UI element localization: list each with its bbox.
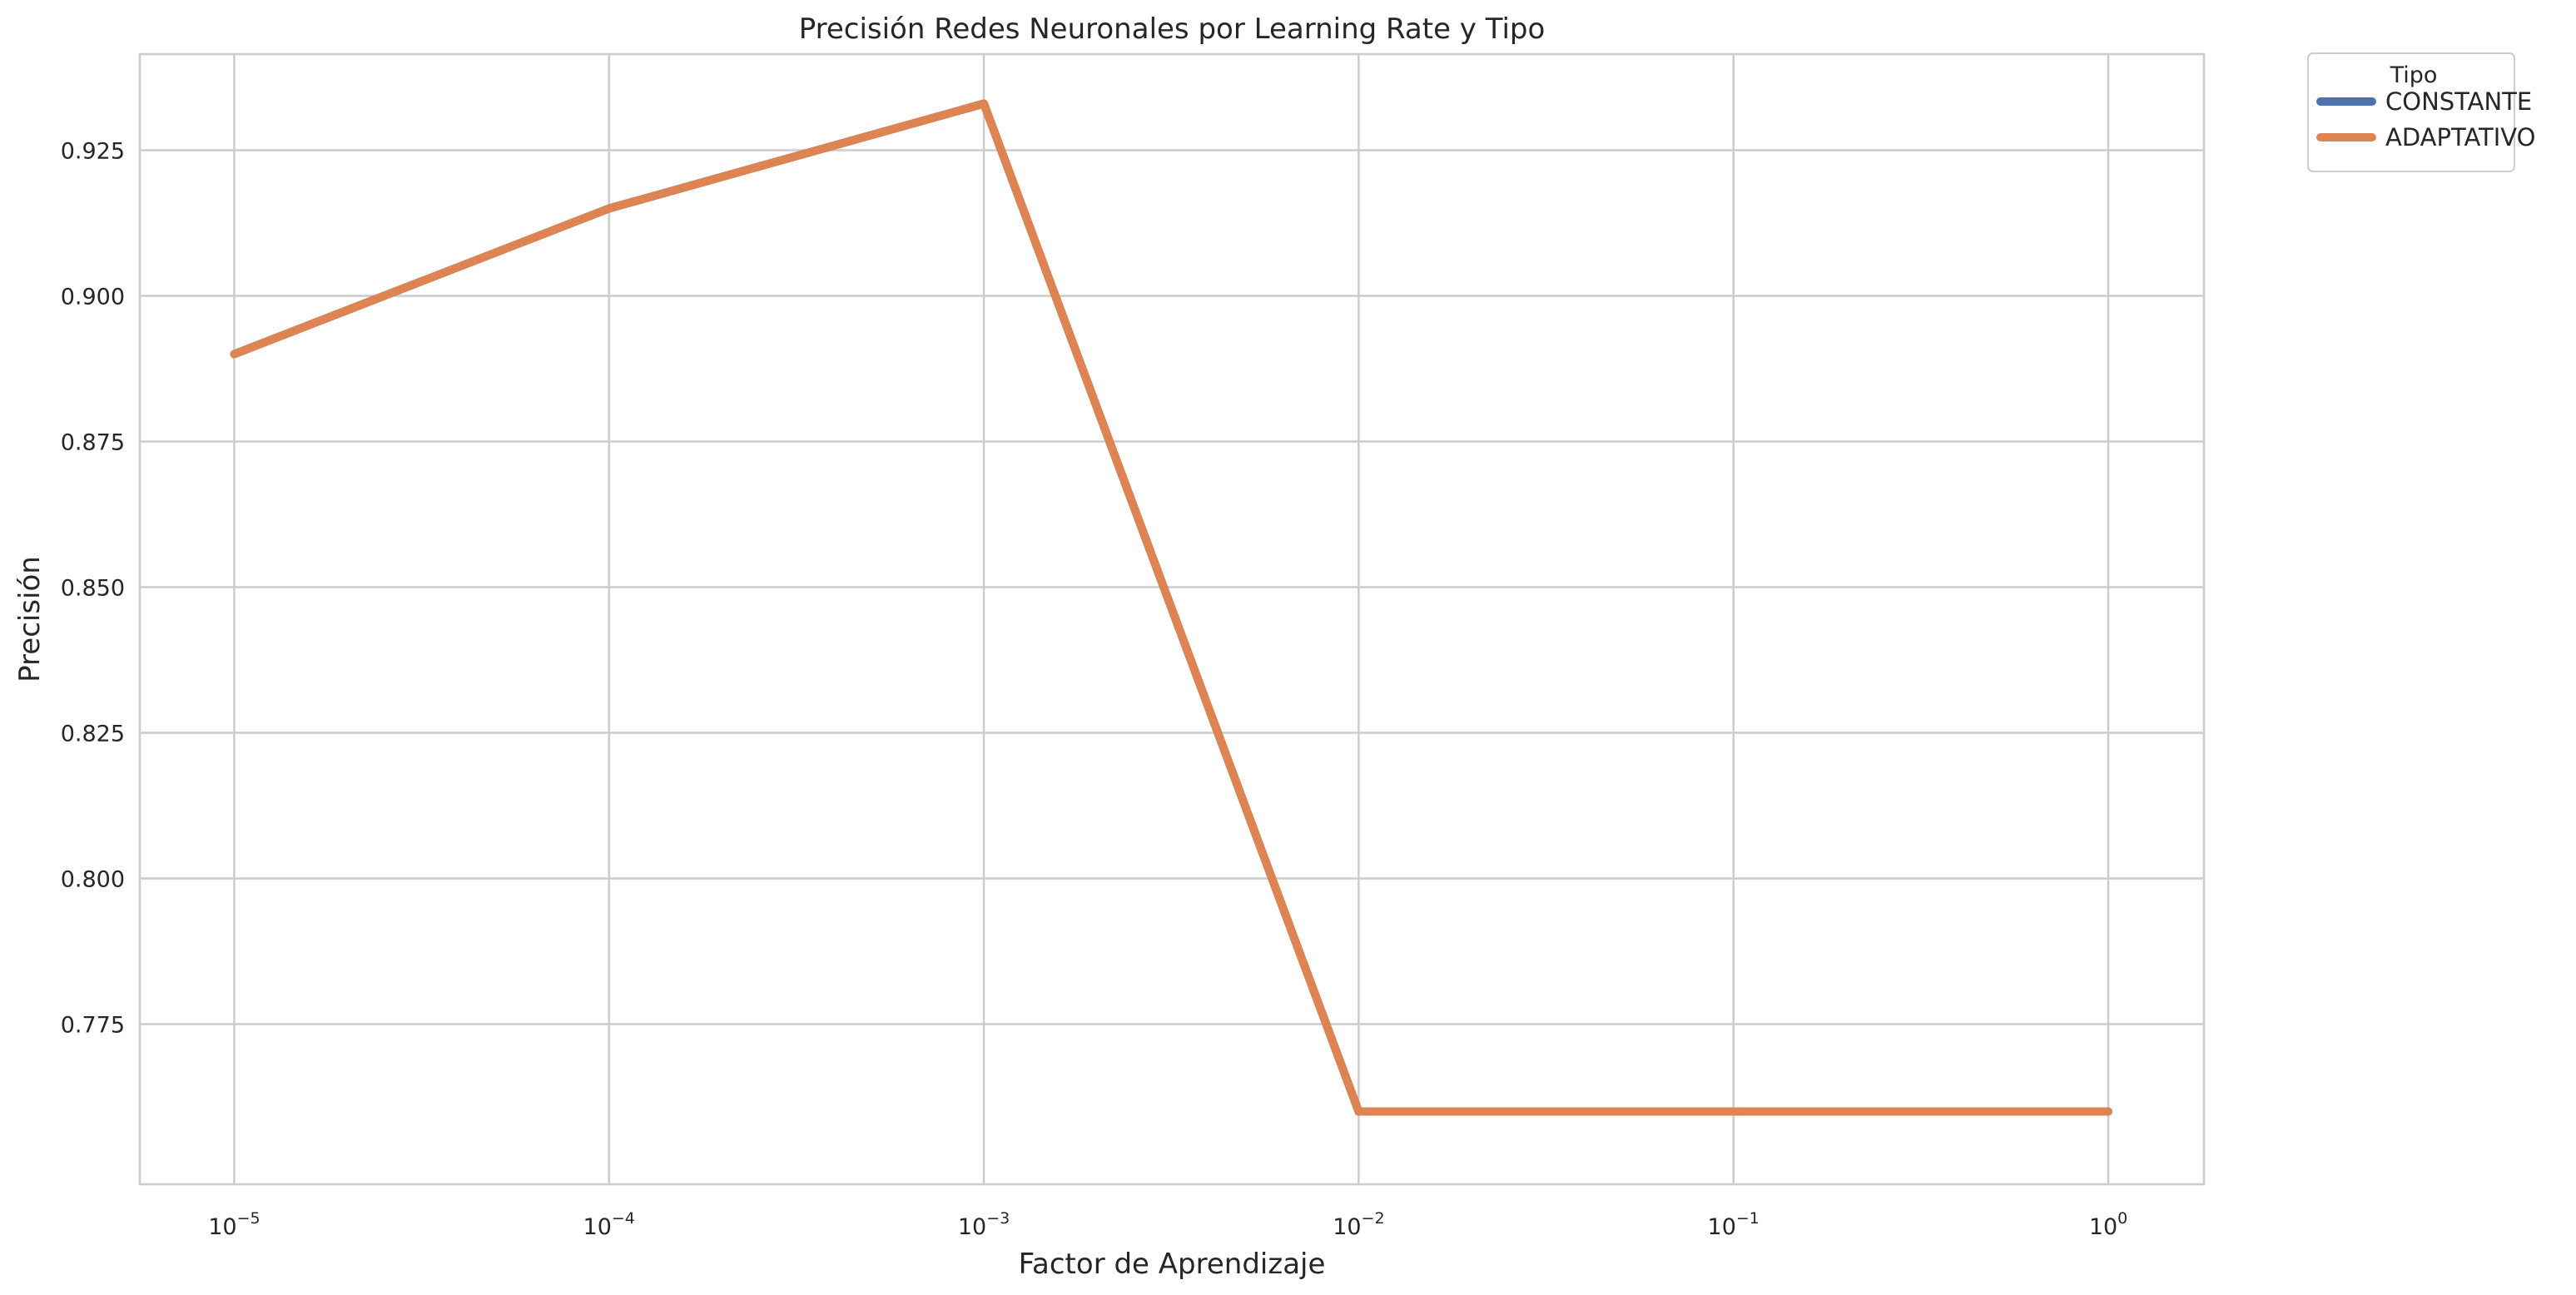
legend-label: ADAPTATIVO: [2385, 123, 2535, 151]
x-tick-label: 10−4: [583, 1209, 635, 1240]
legend-box: [2307, 52, 2515, 172]
series-line-adaptativo: [230, 99, 2112, 1116]
x-tick-label: 10−5: [208, 1209, 260, 1240]
series-lines: [230, 99, 2112, 1116]
x-tick-base: 10: [2089, 1214, 2117, 1240]
y-tick-label: 0.825: [61, 722, 125, 747]
x-tick-label: 100: [2089, 1209, 2127, 1240]
x-tick-base: 10: [208, 1214, 236, 1240]
chart-title: Precisión Redes Neuronales por Learning …: [799, 12, 1546, 46]
legend-title: Tipo: [2390, 62, 2438, 88]
y-tick-label: 0.850: [61, 576, 125, 602]
y-tick-label: 0.775: [61, 1013, 125, 1039]
legend: Tipo CONSTANTE ADAPTATIVO: [2307, 52, 2535, 172]
x-tick-exponent: −3: [986, 1209, 1010, 1228]
y-tick-label: 0.875: [61, 430, 125, 456]
x-tick-exponent: −2: [1362, 1209, 1385, 1228]
x-tick-exponent: −4: [612, 1209, 635, 1228]
x-axis-label: Factor de Aprendizaje: [1019, 1248, 1326, 1281]
y-axis-label: Precisión: [13, 556, 47, 682]
x-tick-exponent: −1: [1736, 1209, 1760, 1228]
x-tick-label: 10−1: [1708, 1209, 1760, 1240]
x-tick-label: 10−2: [1333, 1209, 1384, 1240]
x-tick-base: 10: [1333, 1214, 1361, 1240]
y-tick-label: 0.900: [61, 285, 125, 310]
x-tick-label: 10−3: [958, 1209, 1010, 1240]
x-tick-exponent: 0: [2117, 1209, 2127, 1228]
y-tick-label: 0.925: [61, 139, 125, 165]
legend-items: CONSTANTE ADAPTATIVO: [2316, 87, 2535, 151]
x-axis-ticks: 10−5 10−4 10−3 10−2 10−1 100: [208, 1209, 2127, 1240]
x-tick-base: 10: [583, 1214, 612, 1240]
plot-frame: [138, 52, 2206, 1186]
legend-label: CONSTANTE: [2385, 87, 2532, 116]
y-tick-label: 0.800: [61, 867, 125, 893]
y-axis-ticks: 0.775 0.800 0.825 0.850 0.875 0.900 0.925: [61, 139, 125, 1039]
x-tick-exponent: −5: [237, 1209, 261, 1228]
x-tick-base: 10: [958, 1214, 986, 1240]
grid: [140, 54, 2204, 1184]
x-tick-base: 10: [1708, 1214, 1736, 1240]
